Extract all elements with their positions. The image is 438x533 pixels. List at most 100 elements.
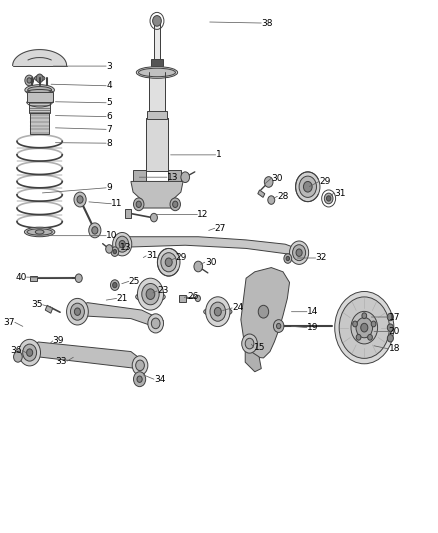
Text: 24: 24 <box>232 303 244 312</box>
Circle shape <box>113 232 132 256</box>
Circle shape <box>335 292 394 364</box>
Circle shape <box>362 313 367 319</box>
Circle shape <box>119 240 125 248</box>
Text: 5: 5 <box>106 98 112 107</box>
Circle shape <box>326 196 331 201</box>
Circle shape <box>210 302 226 321</box>
Bar <box>125 209 131 217</box>
Circle shape <box>387 324 393 332</box>
Text: 1: 1 <box>215 150 221 159</box>
Text: 21: 21 <box>117 294 128 303</box>
Circle shape <box>142 284 159 305</box>
Circle shape <box>14 352 22 362</box>
Text: 31: 31 <box>334 189 346 198</box>
Circle shape <box>92 227 98 234</box>
Circle shape <box>116 236 129 252</box>
Circle shape <box>351 311 378 344</box>
Circle shape <box>181 172 190 182</box>
Circle shape <box>106 245 113 253</box>
Circle shape <box>25 75 34 86</box>
Circle shape <box>339 297 389 358</box>
Ellipse shape <box>136 292 165 302</box>
Text: 32: 32 <box>316 254 327 262</box>
Circle shape <box>19 340 40 366</box>
Circle shape <box>27 349 33 357</box>
Text: 10: 10 <box>106 231 118 240</box>
Text: 29: 29 <box>319 177 330 186</box>
Circle shape <box>264 176 273 187</box>
Circle shape <box>151 318 160 329</box>
Circle shape <box>113 282 117 288</box>
Circle shape <box>356 334 361 340</box>
Ellipse shape <box>28 86 52 93</box>
Circle shape <box>173 201 178 207</box>
Text: 19: 19 <box>307 323 318 332</box>
Circle shape <box>157 248 180 276</box>
Circle shape <box>152 15 161 26</box>
Bar <box>29 102 50 114</box>
Circle shape <box>195 295 201 302</box>
Text: 35: 35 <box>31 300 42 309</box>
Circle shape <box>299 176 317 197</box>
Text: 4: 4 <box>106 81 112 90</box>
Circle shape <box>206 297 230 327</box>
Circle shape <box>75 274 82 282</box>
Text: 29: 29 <box>176 254 187 262</box>
Text: 30: 30 <box>271 174 283 183</box>
Text: 40: 40 <box>15 273 27 281</box>
Ellipse shape <box>25 85 54 95</box>
Circle shape <box>110 280 119 290</box>
Polygon shape <box>133 169 146 184</box>
Circle shape <box>296 249 302 256</box>
Text: 27: 27 <box>215 224 226 233</box>
Text: 6: 6 <box>106 112 112 121</box>
Text: 9: 9 <box>106 183 112 192</box>
Circle shape <box>304 181 312 192</box>
Circle shape <box>258 305 268 318</box>
Polygon shape <box>131 181 183 208</box>
Ellipse shape <box>136 67 178 78</box>
Circle shape <box>111 247 119 256</box>
Bar <box>146 118 168 171</box>
Text: 8: 8 <box>106 139 112 148</box>
Circle shape <box>113 249 117 254</box>
Text: 28: 28 <box>277 192 289 201</box>
Polygon shape <box>168 169 181 184</box>
Circle shape <box>137 376 142 382</box>
Circle shape <box>23 344 37 361</box>
Circle shape <box>74 308 81 316</box>
Circle shape <box>245 338 254 349</box>
Polygon shape <box>245 349 261 372</box>
Circle shape <box>324 193 333 204</box>
Bar <box>151 59 163 66</box>
Circle shape <box>165 258 172 266</box>
Text: 33: 33 <box>56 357 67 366</box>
Circle shape <box>290 241 309 264</box>
Text: 12: 12 <box>198 210 209 219</box>
Text: 18: 18 <box>389 344 400 353</box>
Circle shape <box>268 196 275 204</box>
Circle shape <box>89 223 101 238</box>
Circle shape <box>74 192 86 207</box>
Text: 7: 7 <box>106 125 112 134</box>
Circle shape <box>387 335 393 342</box>
Circle shape <box>146 289 155 300</box>
Text: 39: 39 <box>53 336 64 345</box>
Circle shape <box>36 74 43 83</box>
Circle shape <box>136 201 141 207</box>
Text: 30: 30 <box>205 258 216 266</box>
Text: 25: 25 <box>129 277 140 286</box>
Circle shape <box>148 314 163 333</box>
Circle shape <box>136 360 145 370</box>
Bar <box>30 114 49 134</box>
Circle shape <box>71 303 85 320</box>
Circle shape <box>361 324 368 332</box>
Circle shape <box>151 213 157 222</box>
Bar <box>45 305 53 313</box>
Circle shape <box>286 256 290 261</box>
Circle shape <box>387 313 393 321</box>
Circle shape <box>284 254 292 263</box>
Bar <box>258 190 265 197</box>
Bar <box>27 92 53 102</box>
Circle shape <box>138 278 163 310</box>
